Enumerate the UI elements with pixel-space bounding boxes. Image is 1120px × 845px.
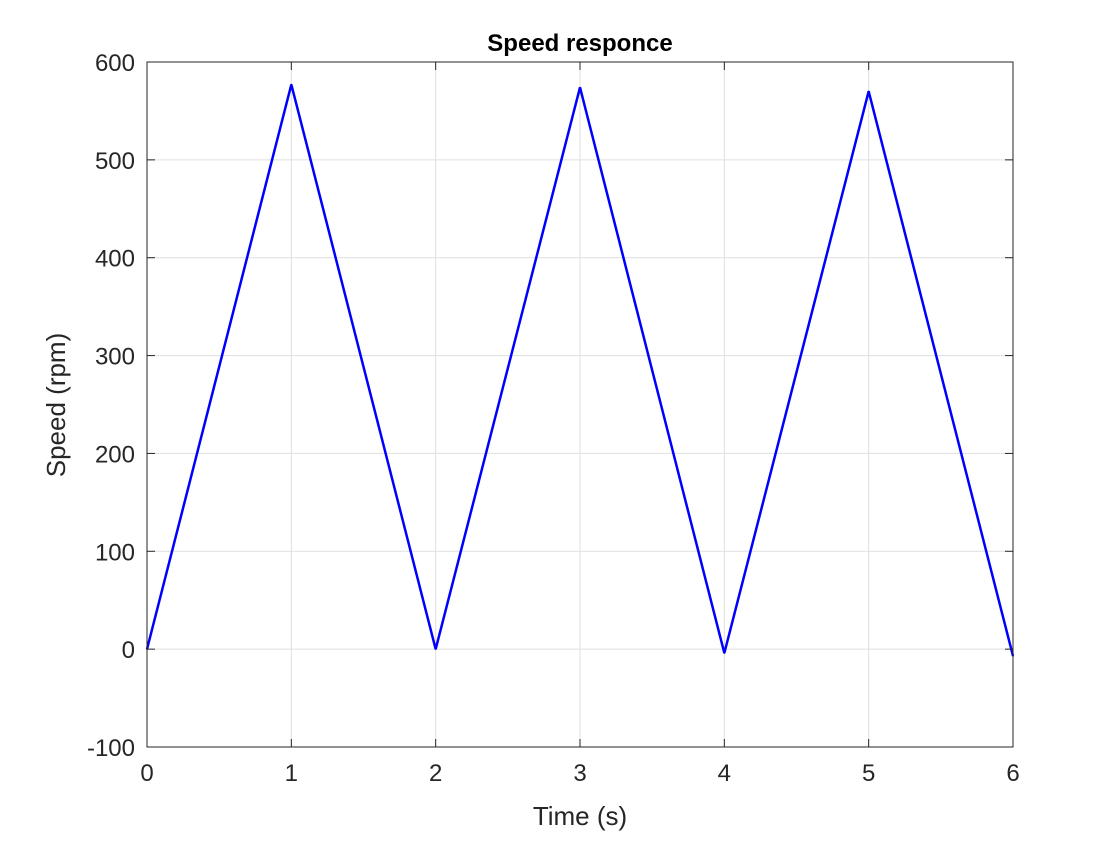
y-axis-label: Speed (rpm) (41, 333, 71, 478)
chart-title: Speed responce (487, 30, 672, 57)
y-tick-label: -100 (87, 735, 135, 762)
speed-data-point (867, 90, 870, 93)
y-tick-label: 500 (95, 148, 135, 175)
y-tick-label: 300 (95, 344, 135, 371)
x-tick-label: 3 (573, 760, 586, 787)
speed-data-point (579, 86, 581, 89)
y-tick-label: 200 (95, 441, 135, 468)
y-tick-label: 600 (95, 50, 135, 77)
x-axis-label: Time (s) (533, 801, 627, 831)
x-tick-label: 6 (1006, 760, 1019, 787)
speed-data-point (434, 648, 437, 650)
y-tick-label: 100 (95, 539, 135, 566)
x-tick-label: 5 (862, 760, 875, 787)
x-tick-label: 1 (285, 760, 298, 787)
x-tick-label: 2 (429, 760, 442, 787)
speed-data-point (290, 83, 293, 86)
speed-data-point (723, 652, 726, 654)
y-tick-label: 0 (122, 637, 135, 664)
x-tick-label: 0 (140, 760, 153, 787)
x-tick-label: 4 (718, 760, 731, 787)
y-tick-label: 400 (95, 246, 135, 273)
